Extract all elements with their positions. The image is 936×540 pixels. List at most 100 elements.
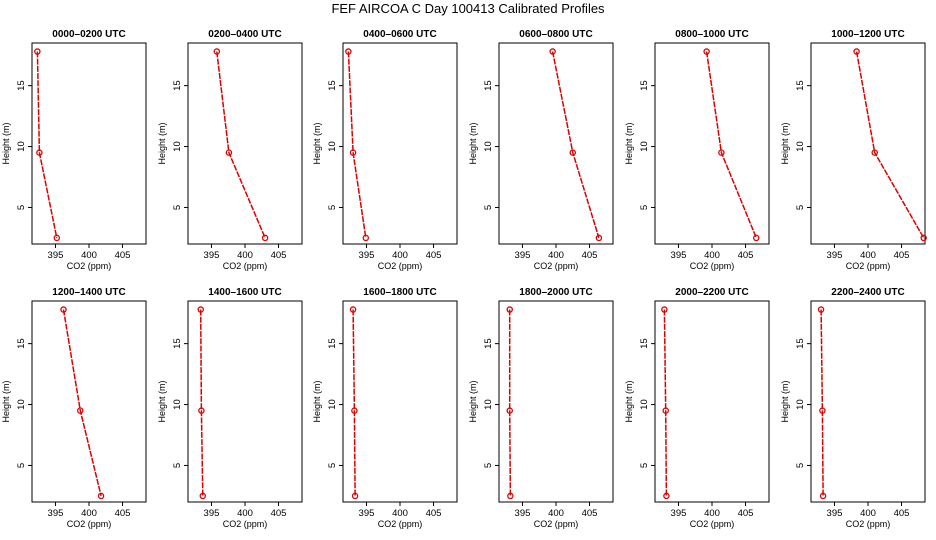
y-axis-label: Height (m) [468,122,478,164]
plot-frame [31,300,147,503]
x-tick-label: 400 [548,250,564,261]
x-tick-label: 400 [548,508,564,519]
panel-2: 0200–0400 UTC 395 400 405 5 10 15 CO2 (ppm) Heig… [157,29,303,271]
y-tick-label: 5 [483,463,494,468]
x-tick-label: 405 [115,250,131,261]
x-tick-label: 400 [237,508,253,519]
x-tick-label: 395 [48,508,64,519]
panel-8: 1400–1600 UTC 395 400 405 5 10 15 CO2 (ppm) Heig… [157,287,303,529]
data-point [213,48,221,55]
plot-frame [342,300,458,503]
panel-title: 2000–2200 UTC [675,287,748,298]
y-axis-label: Height (m) [157,380,167,422]
profile-line [62,309,102,497]
y-axis-label: Height (m) [780,380,790,422]
x-tick-label: 405 [894,508,910,519]
profile-line [508,309,512,496]
data-point [853,48,860,55]
y-tick-label: 5 [327,463,338,468]
data-point [225,149,233,156]
data-point [753,234,760,242]
panel-9: 1600–1800 UTC 395 400 405 5 10 15 CO2 (ppm) Heig… [312,287,458,529]
x-axis-label: CO2 (ppm) [534,519,579,529]
x-tick-label: 395 [204,508,220,519]
panel-title: 0600–0800 UTC [519,29,592,40]
y-tick-label: 15 [16,80,27,91]
y-axis-label: Height (m) [157,122,167,164]
y-tick-label: 5 [639,205,650,210]
y-tick-label: 10 [16,399,27,410]
data-point [819,407,826,414]
data-point [506,407,513,414]
y-axis-label: Height (m) [624,380,634,422]
x-tick-label: 400 [860,508,876,519]
profile-line [705,51,757,239]
x-tick-label: 395 [671,250,687,261]
x-tick-label: 395 [515,508,531,519]
data-point [569,149,577,156]
x-tick-label: 405 [426,250,442,261]
y-tick-label: 10 [327,141,338,152]
x-tick-label: 395 [671,508,687,519]
panel-7: 1200–1400 UTC 395 400 405 5 10 15 CO2 (ppm) Heig… [1,287,147,529]
x-tick-label: 405 [271,250,287,261]
x-tick-label: 405 [738,250,754,261]
x-tick-label: 405 [582,508,598,519]
y-tick-label: 10 [172,141,183,152]
panel-3: 0400–0600 UTC 395 400 405 5 10 15 CO2 (ppm) Heig… [312,29,458,271]
x-tick-label: 395 [359,508,375,519]
data-point [345,48,352,55]
y-tick-label: 15 [16,338,27,349]
data-point [661,306,668,313]
panel-title: 0200–0400 UTC [208,29,281,40]
data-point [349,149,357,156]
data-point [718,149,725,156]
y-tick-label: 15 [639,338,650,349]
data-point [549,48,556,55]
y-tick-label: 10 [795,141,806,152]
x-tick-label: 400 [392,508,408,519]
y-tick-label: 10 [483,399,494,410]
y-tick-label: 15 [483,338,494,349]
x-axis-label: CO2 (ppm) [846,519,891,529]
profile-line [199,309,204,496]
x-axis-label: CO2 (ppm) [67,519,112,529]
panel-5: 0800–1000 UTC 395 400 405 5 10 15 CO2 (ppm) Heig… [624,29,770,271]
panel-12: 2200–2400 UTC 395 400 405 5 10 15 CO2 (ppm) Heig… [780,287,926,529]
plot-frame [31,42,147,245]
x-tick-label: 400 [392,250,408,261]
data-point [819,492,827,500]
panel-title: 1600–1800 UTC [363,287,436,298]
plot-frame [810,300,926,503]
y-tick-label: 5 [795,205,806,210]
x-tick-label: 405 [271,508,287,519]
panel-grid: 0000–0200 UTC 395 400 405 5 10 15 CO2 (ppm) Heig… [1,29,927,529]
data-point [703,48,710,55]
y-tick-label: 5 [16,205,27,210]
data-point [663,492,670,500]
profile-line [551,51,600,239]
y-tick-label: 10 [172,399,183,410]
data-point [198,407,205,414]
y-axis-label: Height (m) [312,380,322,422]
x-tick-label: 395 [204,250,220,261]
y-axis-label: Height (m) [312,122,322,164]
profile-line [855,51,925,239]
y-tick-label: 5 [327,205,338,210]
y-tick-label: 10 [16,141,27,152]
plot-frame [810,42,926,245]
y-axis-label: Height (m) [468,380,478,422]
panel-title: 1200–1400 UTC [52,287,125,298]
y-tick-label: 5 [483,205,494,210]
y-tick-label: 15 [795,80,806,91]
data-point [507,492,514,500]
panel-1: 0000–0200 UTC 395 400 405 5 10 15 CO2 (ppm) Heig… [1,29,147,271]
data-point [97,492,105,500]
y-tick-label: 15 [327,338,338,349]
data-point [920,234,927,242]
x-tick-label: 400 [81,250,97,261]
data-point [77,407,84,414]
y-axis-label: Height (m) [780,122,790,164]
x-axis-label: CO2 (ppm) [690,261,735,271]
y-tick-label: 5 [172,463,183,468]
